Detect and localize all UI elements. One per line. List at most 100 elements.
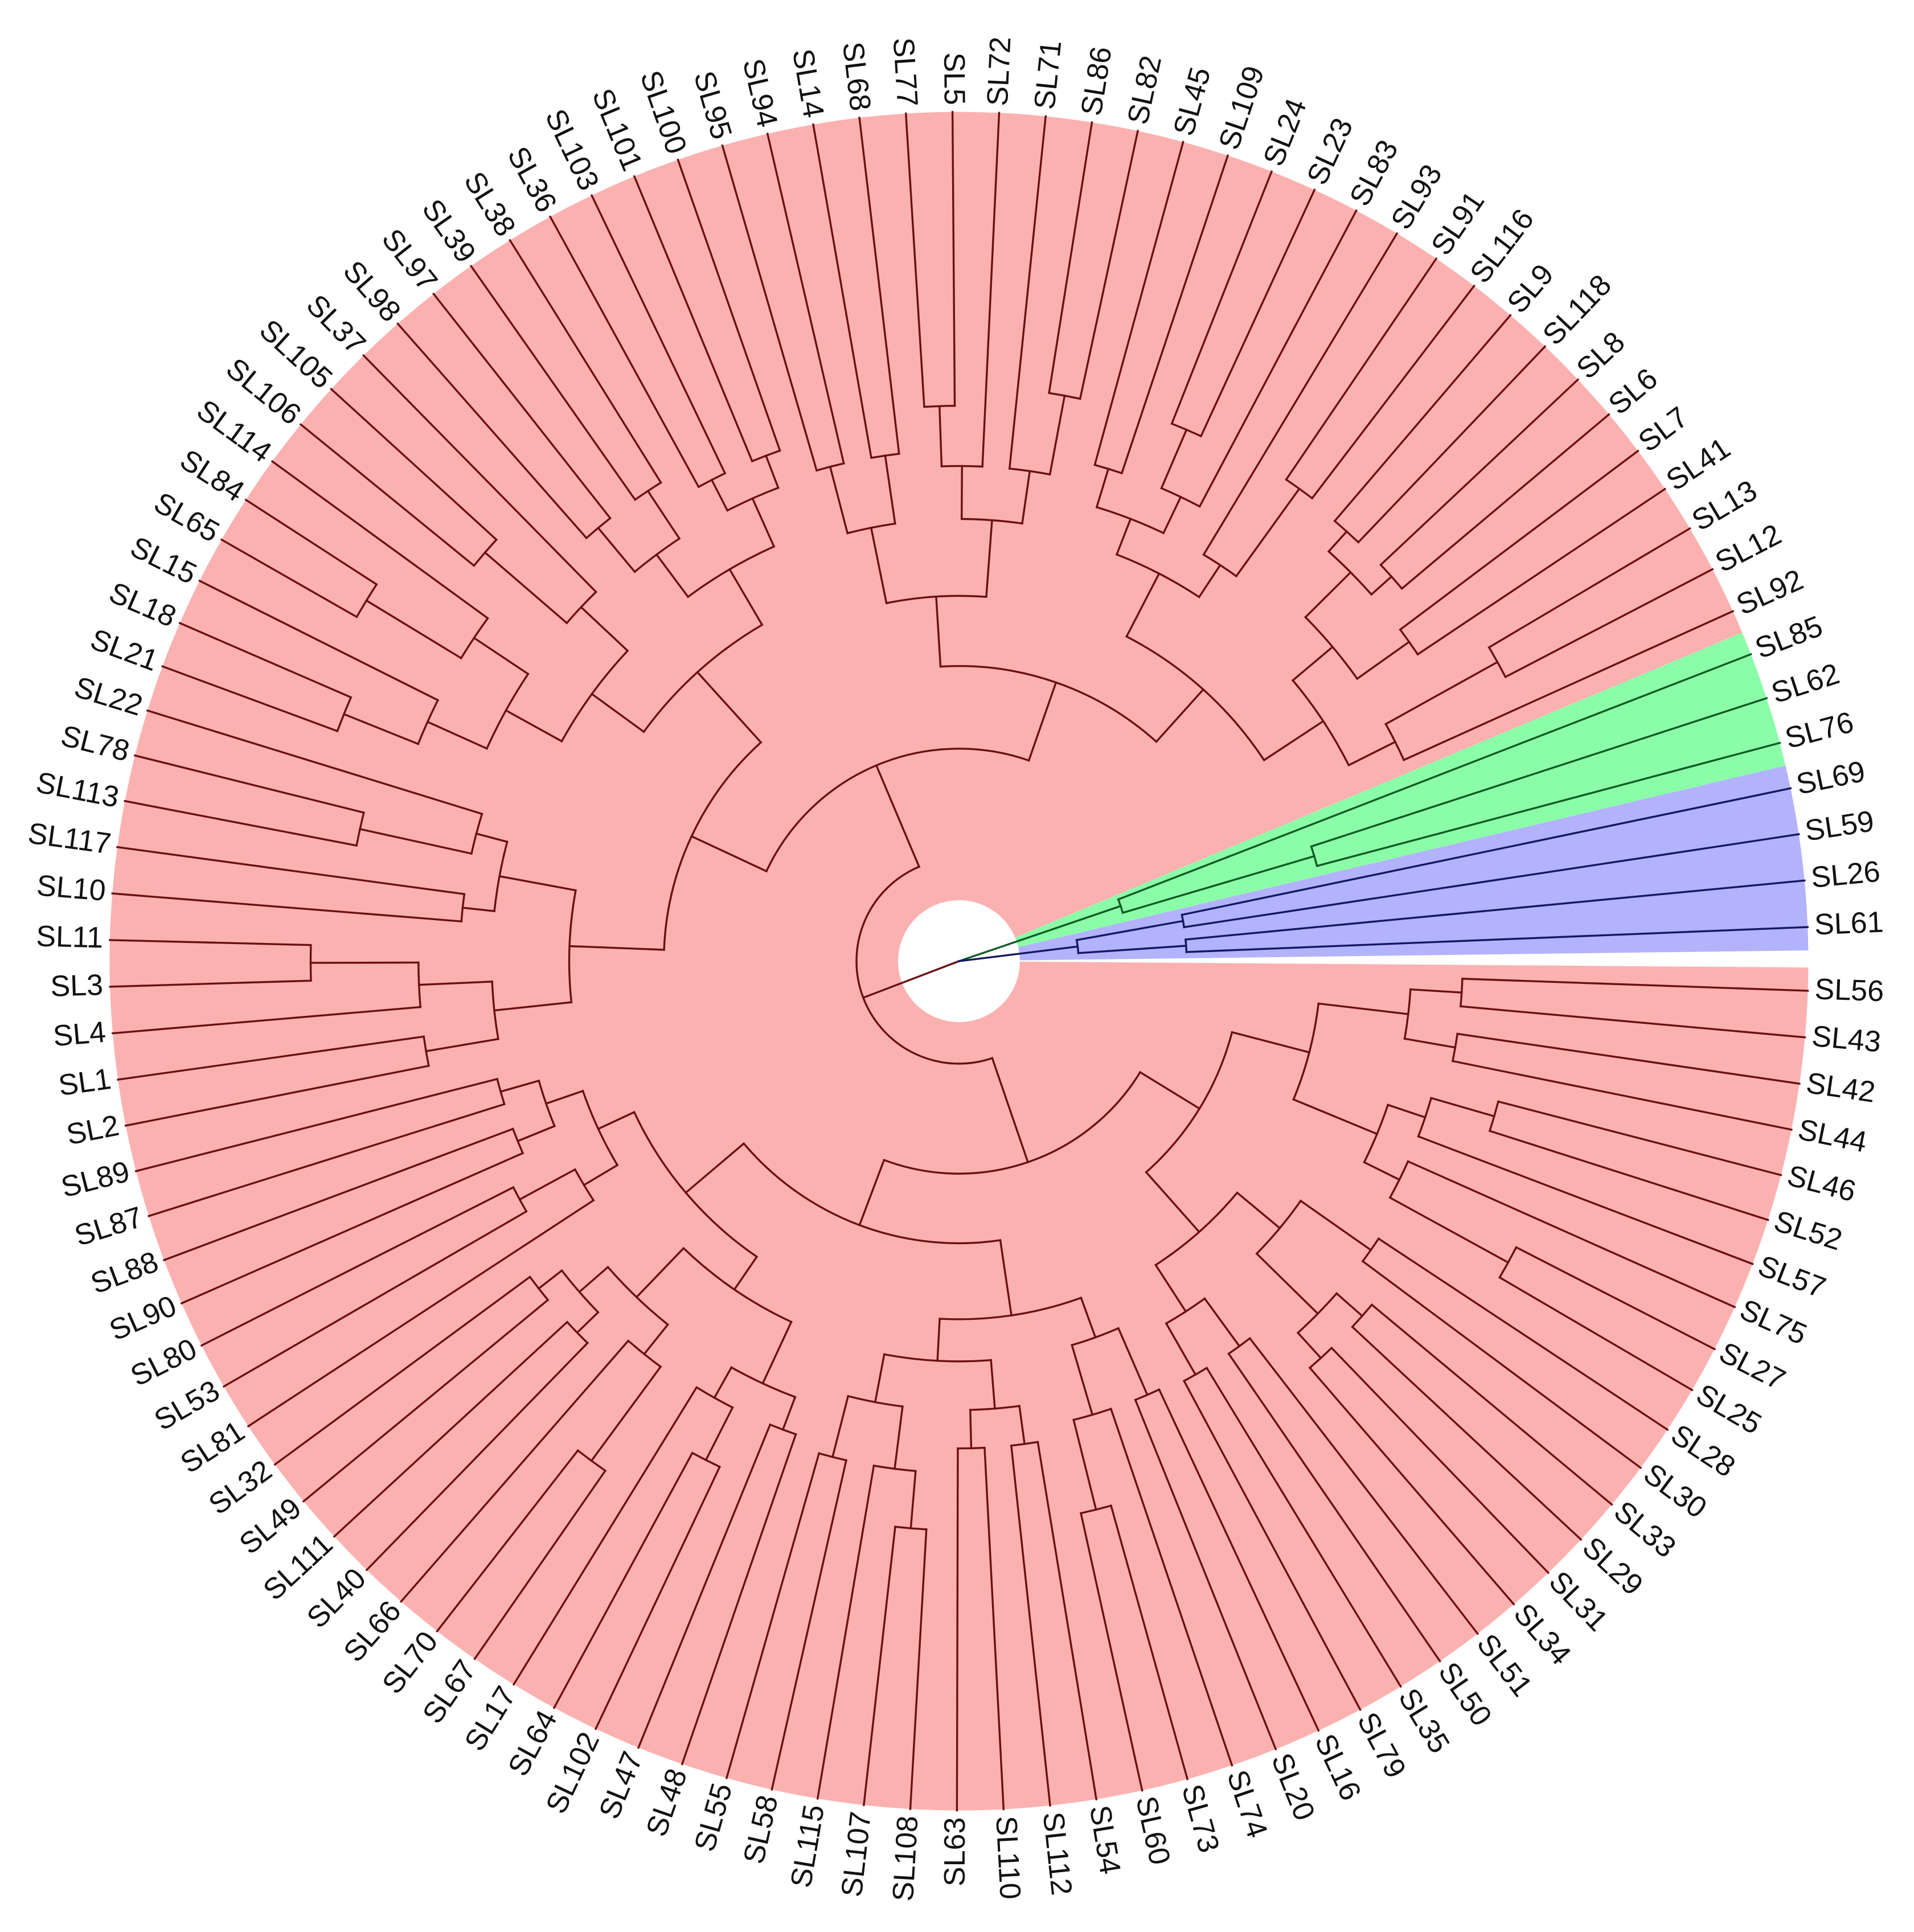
leaf-branch xyxy=(1333,314,1512,523)
leaf-branch xyxy=(1461,978,1809,992)
branch-arc xyxy=(885,594,987,605)
branch-line xyxy=(1115,518,1132,556)
branch-line xyxy=(1071,1344,1094,1416)
branch-line xyxy=(1255,1252,1319,1315)
branch-line xyxy=(751,497,776,548)
leaf-label: SL56 xyxy=(1814,973,1884,1008)
leaf-branch xyxy=(270,460,489,620)
leaf-branch xyxy=(1456,1032,1801,1085)
leaf-branch xyxy=(1310,696,1768,848)
branch-line xyxy=(1235,487,1301,578)
branch-arc xyxy=(957,1446,986,1450)
leaf-branch xyxy=(677,158,781,452)
branch-line xyxy=(425,1037,499,1053)
leaf-branch xyxy=(1198,209,1358,508)
leaf-branch xyxy=(1158,1388,1320,1732)
branch-line xyxy=(1027,681,1058,762)
branch-line xyxy=(544,1089,584,1105)
branch-line xyxy=(646,489,681,540)
leaf-branch xyxy=(200,1186,515,1347)
branch-line xyxy=(1162,495,1182,535)
leaf-label: SL12 xyxy=(1710,518,1787,580)
branch-line xyxy=(568,945,665,951)
branch-line xyxy=(999,1239,1013,1317)
branch-line xyxy=(1121,855,1315,914)
leaf-branch xyxy=(299,423,476,567)
branch-line xyxy=(985,519,993,598)
leaf-branch xyxy=(124,799,358,847)
leaf-label: SL57 xyxy=(1754,1249,1830,1305)
leaf-branch xyxy=(1315,741,1781,867)
leaf-label: SL74 xyxy=(1220,1766,1274,1842)
branch-line xyxy=(870,526,888,605)
leaf-label: SL11 xyxy=(36,920,104,954)
leaf-label: SL90 xyxy=(105,1289,182,1347)
branch-line xyxy=(936,1318,941,1362)
leaf-branch xyxy=(1370,1303,1613,1506)
branch-arc xyxy=(686,545,776,598)
leaf-branch xyxy=(116,846,466,896)
branch-line xyxy=(505,709,563,743)
branch-arc xyxy=(765,748,1030,873)
leaf-label: SL10 xyxy=(35,869,107,907)
leaf-branch xyxy=(681,1433,797,1766)
leaf-branch xyxy=(1488,1129,1769,1221)
leaf-branch xyxy=(1109,1408,1233,1767)
leaf-label: SL77 xyxy=(887,36,924,108)
leaf-branch xyxy=(721,144,818,472)
leaf-label: SL117 xyxy=(26,817,113,860)
leaf-label: SL68 xyxy=(836,40,877,112)
leaf-branch xyxy=(247,1199,595,1428)
leaf-branch xyxy=(436,1449,580,1633)
leaf-branch xyxy=(302,1298,550,1503)
leaf-label: SL89 xyxy=(58,1155,133,1204)
branch-arc xyxy=(961,518,1023,525)
branch-arc xyxy=(682,1246,793,1323)
leaf-branch xyxy=(1351,1325,1583,1541)
branch-line xyxy=(1018,1405,1026,1445)
leaf-branch xyxy=(1227,1352,1441,1663)
leaf-branch xyxy=(1093,141,1185,466)
leaf-branch xyxy=(1079,129,1140,400)
branch-arc xyxy=(1291,679,1350,767)
leaf-label: SL86 xyxy=(1075,44,1118,118)
leaf-label: SL108 xyxy=(887,1815,925,1902)
leaf-label: SL21 xyxy=(86,623,162,678)
branch-line xyxy=(1198,564,1222,598)
leaf-branch xyxy=(1010,1444,1051,1807)
branch-line xyxy=(1263,720,1325,762)
branch-line xyxy=(990,1359,996,1410)
branch-line xyxy=(1021,470,1031,525)
leaf-label: SL1 xyxy=(56,1063,113,1102)
branch-line xyxy=(894,1405,904,1470)
branch-line xyxy=(461,906,496,913)
branch-line xyxy=(713,1366,733,1400)
branch-line xyxy=(1370,575,1393,596)
branch-line xyxy=(1387,1104,1427,1119)
leaf-label: SL14 xyxy=(786,47,830,121)
leaf-branch xyxy=(134,1077,499,1172)
leaf-branch xyxy=(1185,926,1809,953)
leaf-label: SL44 xyxy=(1796,1113,1870,1159)
leaf-label: SL45 xyxy=(1167,64,1218,139)
branch-line xyxy=(1304,571,1352,619)
branch-line xyxy=(1154,1264,1187,1313)
leaf-label: SL15 xyxy=(125,530,202,590)
branch-arc xyxy=(939,665,1158,743)
branch-arc xyxy=(581,1089,619,1167)
leaf-label: SL52 xyxy=(1770,1204,1846,1257)
leaf-branch xyxy=(365,1342,589,1572)
leaf-label: SL92 xyxy=(1732,563,1809,622)
leaf-branch xyxy=(198,579,440,702)
root-branch-red xyxy=(862,959,961,999)
branch-arc xyxy=(730,1366,797,1398)
leaf-branch xyxy=(1036,1441,1098,1800)
leaf-label: SL55 xyxy=(688,1779,739,1855)
leaf-branch xyxy=(1080,1512,1144,1792)
branch-arc xyxy=(742,1142,1002,1245)
branch-line xyxy=(642,1323,670,1356)
leaf-branch xyxy=(1202,232,1399,556)
branch-arc xyxy=(485,672,530,750)
branch-line xyxy=(710,478,729,512)
branch-line xyxy=(1080,1297,1097,1339)
